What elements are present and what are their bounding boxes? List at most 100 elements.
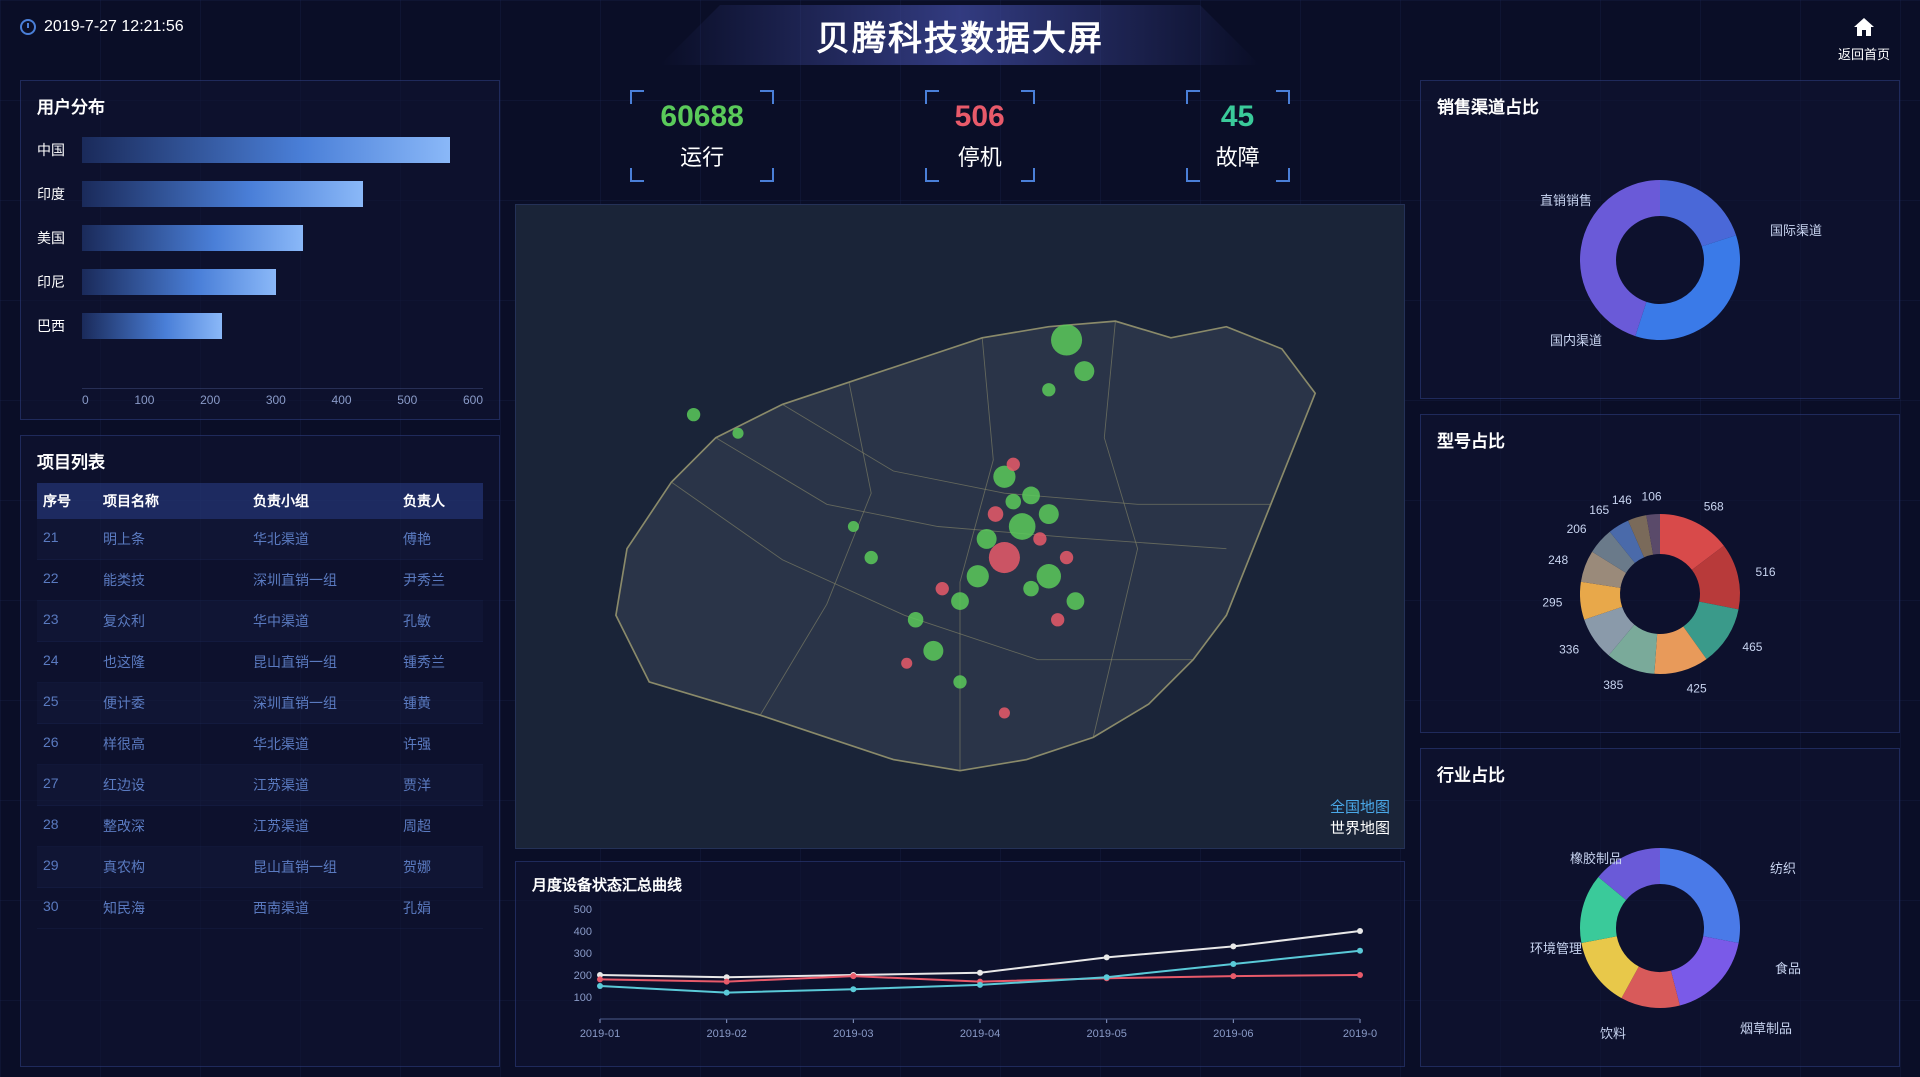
bar-row: 美国 — [37, 216, 483, 260]
svg-text:2019-06: 2019-06 — [1213, 1028, 1253, 1040]
user-dist-title: 用户分布 — [37, 93, 483, 118]
home-icon — [1852, 15, 1876, 39]
donut-label: 饮料 — [1600, 1023, 1626, 1042]
map-point[interactable] — [1067, 592, 1085, 610]
clock-icon — [20, 19, 36, 35]
map-point[interactable] — [967, 565, 989, 587]
map-panel[interactable]: 全国地图 世界地图 — [515, 204, 1405, 849]
map-point[interactable] — [687, 408, 700, 421]
bar-label: 巴西 — [37, 316, 82, 336]
timestamp-text: 2019-7-27 12:21:56 — [44, 18, 184, 36]
svg-text:100: 100 — [574, 992, 592, 1004]
map-point[interactable] — [989, 542, 1020, 573]
map-point[interactable] — [732, 428, 743, 439]
bar-row: 印尼 — [37, 260, 483, 304]
bar-row: 印度 — [37, 172, 483, 216]
kpi-label: 故障 — [1216, 140, 1260, 172]
map-point[interactable] — [848, 521, 859, 532]
map-point[interactable] — [1074, 361, 1094, 381]
donut-label: 国内渠道 — [1550, 330, 1602, 349]
map-point[interactable] — [1033, 532, 1046, 545]
donut-slice[interactable] — [1660, 180, 1736, 246]
project-list-panel: 项目列表 序号项目名称负责小组负责人21明上条华北渠道傅艳22能类技深圳直销一组… — [20, 435, 500, 1067]
industry-ratio-title: 行业占比 — [1437, 761, 1883, 786]
svg-text:106: 106 — [1642, 489, 1662, 503]
kpi-row: 60688 运行 506 停机 45 故障 — [515, 80, 1405, 192]
bar-row: 中国 — [37, 128, 483, 172]
map-point[interactable] — [1039, 504, 1059, 524]
table-row[interactable]: 25便计委深圳直销一组锺黄 — [37, 683, 483, 724]
donut-slice[interactable] — [1671, 936, 1739, 1005]
industry-ratio-panel: 行业占比 纺织食品烟草制品饮料环境管理橡胶制品 — [1420, 748, 1900, 1067]
svg-text:300: 300 — [574, 948, 592, 960]
line-chart-panel: 月度设备状态汇总曲线 1002003004005002019-012019-02… — [515, 861, 1405, 1067]
home-button[interactable]: 返回首页 — [1838, 15, 1890, 63]
svg-text:200: 200 — [574, 970, 592, 982]
kpi-value: 506 — [955, 100, 1005, 134]
title-bar: 贝腾科技数据大屏 — [660, 5, 1260, 65]
model-ratio-panel: 型号占比 56851646542538533629524820616514610… — [1420, 414, 1900, 733]
map-point[interactable] — [999, 707, 1010, 718]
svg-text:206: 206 — [1567, 522, 1587, 536]
bar-label: 印尼 — [37, 272, 82, 292]
sales-channel-title: 销售渠道占比 — [1437, 93, 1883, 118]
svg-text:385: 385 — [1603, 677, 1623, 691]
svg-text:248: 248 — [1548, 552, 1568, 566]
project-list-title: 项目列表 — [37, 448, 483, 473]
map-point[interactable] — [1051, 324, 1082, 355]
map-point[interactable] — [951, 592, 969, 610]
map-point[interactable] — [1022, 487, 1040, 505]
kpi-card: 45 故障 — [1186, 90, 1290, 182]
svg-text:165: 165 — [1589, 503, 1609, 517]
map-point[interactable] — [1042, 383, 1055, 396]
map-point[interactable] — [1037, 564, 1061, 588]
svg-text:2019-05: 2019-05 — [1086, 1028, 1126, 1040]
map-point[interactable] — [1023, 581, 1039, 597]
user-dist-panel: 用户分布 中国 印度 美国 印尼 巴西 0100200300400500600 — [20, 80, 500, 420]
table-row[interactable]: 27红边设江苏渠道贾洋 — [37, 765, 483, 806]
table-header: 序号项目名称负责小组负责人 — [37, 483, 483, 519]
bar-label: 印度 — [37, 184, 82, 204]
map-point[interactable] — [1051, 613, 1064, 626]
svg-text:2019-02: 2019-02 — [706, 1028, 746, 1040]
table-row[interactable]: 29真农构昆山直销一组贺娜 — [37, 847, 483, 888]
map-point[interactable] — [1006, 494, 1022, 510]
svg-text:336: 336 — [1559, 642, 1579, 656]
donut-label: 环境管理 — [1530, 938, 1582, 957]
table-row[interactable]: 23复众利华中渠道孔敏 — [37, 601, 483, 642]
kpi-label: 停机 — [955, 140, 1005, 172]
map-point[interactable] — [908, 612, 924, 628]
map-point[interactable] — [977, 529, 997, 549]
donut-slice[interactable] — [1635, 235, 1740, 340]
svg-text:465: 465 — [1742, 640, 1762, 654]
map-point[interactable] — [865, 551, 878, 564]
table-row[interactable]: 24也这隆昆山直销一组锺秀兰 — [37, 642, 483, 683]
svg-text:295: 295 — [1542, 595, 1562, 609]
map-point[interactable] — [936, 582, 949, 595]
svg-text:2019-03: 2019-03 — [833, 1028, 873, 1040]
table-row[interactable]: 26样很高华北渠道许强 — [37, 724, 483, 765]
map-point[interactable] — [901, 658, 912, 669]
svg-text:2019-01: 2019-01 — [580, 1028, 620, 1040]
svg-text:568: 568 — [1704, 499, 1724, 513]
map-point[interactable] — [1007, 458, 1020, 471]
table-row[interactable]: 28整改深江苏渠道周超 — [37, 806, 483, 847]
model-ratio-title: 型号占比 — [1437, 427, 1883, 452]
table-row[interactable]: 21明上条华北渠道傅艳 — [37, 519, 483, 560]
map-point[interactable] — [953, 675, 966, 688]
donut-slice[interactable] — [1660, 848, 1740, 943]
donut-label: 国际渠道 — [1770, 220, 1822, 239]
svg-text:500: 500 — [574, 904, 592, 916]
kpi-value: 45 — [1216, 100, 1260, 134]
kpi-card: 506 停机 — [925, 90, 1035, 182]
table-row[interactable]: 22能类技深圳直销一组尹秀兰 — [37, 560, 483, 601]
map-link-national[interactable]: 全国地图 — [1330, 796, 1390, 817]
table-row[interactable]: 30知民海西南渠道孔娟 — [37, 888, 483, 929]
map-point[interactable] — [923, 641, 943, 661]
map-point[interactable] — [1060, 551, 1073, 564]
map-point[interactable] — [988, 506, 1004, 522]
map-point[interactable] — [1009, 513, 1036, 540]
map-link-world[interactable]: 世界地图 — [1330, 817, 1390, 838]
svg-text:2019-0: 2019-0 — [1343, 1028, 1377, 1040]
kpi-label: 运行 — [660, 140, 743, 172]
